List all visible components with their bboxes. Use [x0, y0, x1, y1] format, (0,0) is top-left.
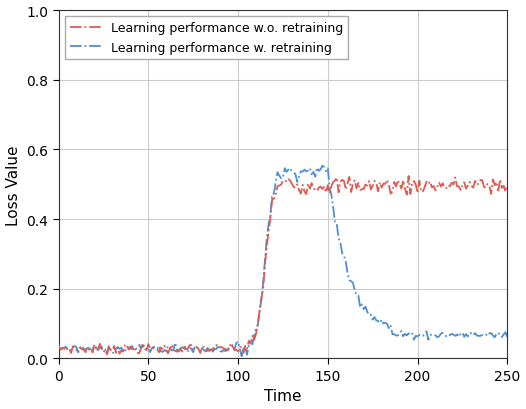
Learning performance w.o. retraining [323, 190, 329, 195]
Learning performance w. retraining [262, 258, 268, 263]
Legend: Learning performance w.o. retraining, Learning performance w. retraining: Learning performance w.o. retraining, Le… [65, 17, 348, 59]
Learning performance w.o. retraining [55, 342, 62, 347]
Line: Learning performance w.o. retraining: Learning performance w.o. retraining [58, 177, 507, 355]
Learning performance w. retraining [325, 166, 331, 171]
Learning performance w. retraining [362, 305, 369, 310]
Learning performance w. retraining [504, 336, 510, 341]
Y-axis label: Loss Value: Loss Value [6, 145, 21, 225]
Learning performance w.o. retraining [504, 184, 510, 189]
Learning performance w.o. retraining [406, 174, 412, 179]
Learning performance w. retraining [55, 347, 62, 352]
Learning performance w.o. retraining [104, 352, 110, 357]
Learning performance w. retraining [238, 354, 245, 359]
Learning performance w.o. retraining [360, 187, 367, 192]
Learning performance w. retraining [231, 348, 238, 353]
Learning performance w.o. retraining [328, 184, 335, 189]
Learning performance w.o. retraining [262, 262, 268, 267]
Learning performance w.o. retraining [394, 178, 401, 183]
Learning performance w. retraining [397, 331, 403, 336]
X-axis label: Time: Time [264, 389, 302, 403]
Learning performance w.o. retraining [233, 348, 239, 353]
Learning performance w. retraining [319, 164, 326, 169]
Learning performance w. retraining [330, 205, 336, 210]
Line: Learning performance w. retraining: Learning performance w. retraining [58, 166, 507, 356]
